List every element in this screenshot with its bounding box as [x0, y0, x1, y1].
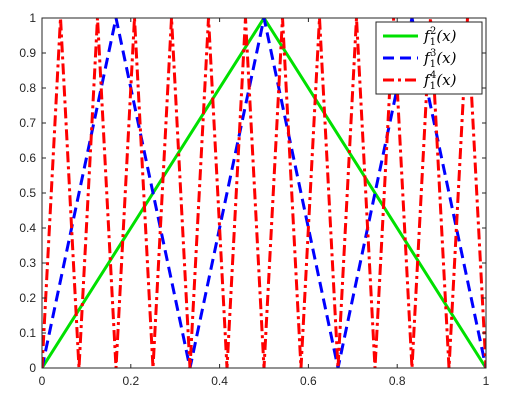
y-tick-label: 0.5	[19, 186, 36, 200]
legend-label-3: f14(x)	[423, 70, 457, 92]
x-tick-label: 1	[483, 374, 490, 388]
y-tick-label: 0.7	[19, 116, 36, 130]
legend-label-base: f	[423, 27, 432, 45]
y-tick-label: 0	[29, 361, 36, 375]
legend-label-1: f12(x)	[423, 26, 457, 48]
legend-label-2: f13(x)	[423, 48, 457, 70]
y-tick-label: 0.4	[19, 221, 36, 235]
x-tick-label: 0.2	[122, 374, 139, 388]
legend-label-sub: 1	[430, 37, 436, 48]
series-layer	[42, 18, 486, 368]
legend-label-sup: 4	[430, 70, 436, 81]
y-tick-label: 0.1	[19, 326, 36, 340]
y-tick-label: 0.3	[19, 256, 36, 270]
legend-label-arg: (x)	[436, 49, 456, 67]
y-tick-label: 0.8	[19, 81, 36, 95]
x-tick-label: 0.4	[211, 374, 228, 388]
x-tick-label: 0	[39, 374, 46, 388]
legend-label-sup: 3	[430, 48, 436, 59]
legend-label-arg: (x)	[436, 27, 456, 45]
x-tick-label: 0.8	[389, 374, 406, 388]
legend: f12(x)f13(x)f14(x)	[375, 21, 483, 95]
series-line-1	[42, 18, 486, 368]
legend-label-base: f	[423, 49, 432, 67]
legend-label-base: f	[423, 71, 432, 89]
y-tick-label: 0.6	[19, 151, 36, 165]
legend-label-sub: 1	[430, 59, 436, 70]
y-tick-label: 0.2	[19, 291, 36, 305]
y-tick-label: 0.9	[19, 46, 36, 60]
legend-label-arg: (x)	[436, 71, 456, 89]
y-tick-label: 1	[29, 11, 36, 25]
legend-label-sup: 2	[430, 26, 436, 37]
x-tick-label: 0.6	[300, 374, 317, 388]
legend-label-sub: 1	[430, 81, 436, 92]
axes-layer: 0 0.2 0.4 0.6 0.8 1 0 0.1 0.2 0.3 0.4 0.5 0.6 0.7 0.8 0…	[19, 11, 489, 388]
